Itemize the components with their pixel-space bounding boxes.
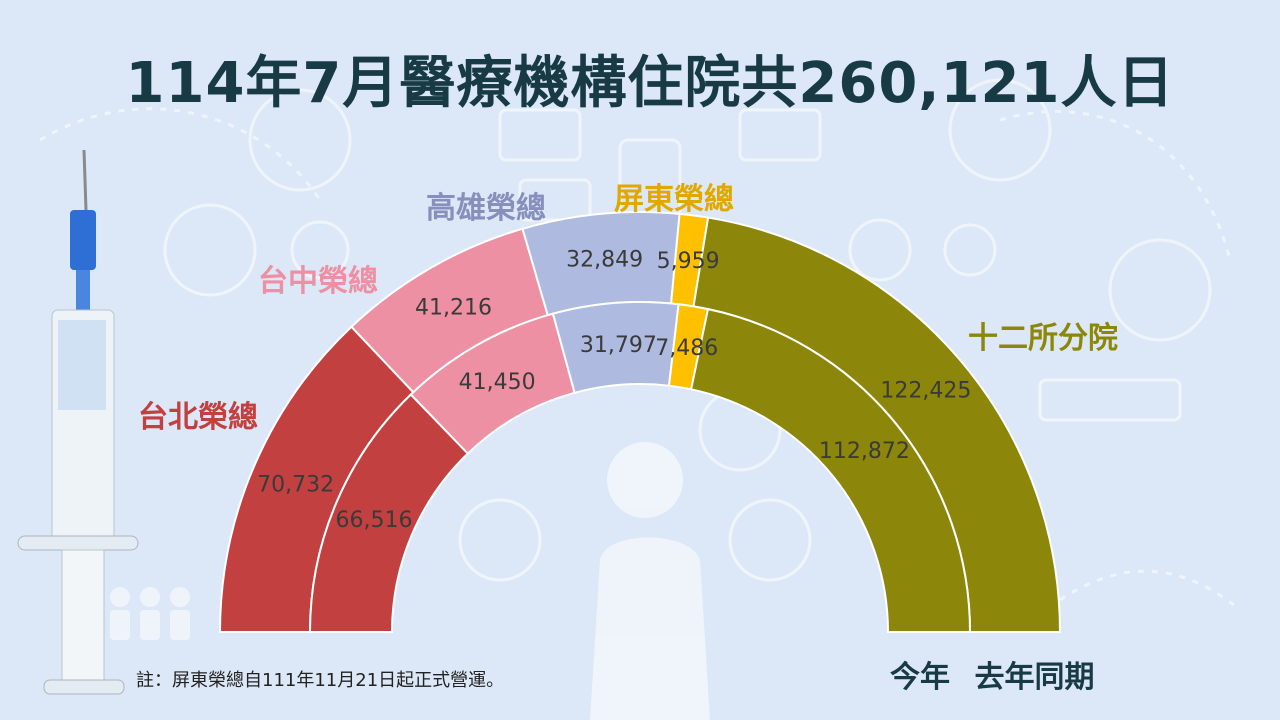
arc-inner-branches — [689, 307, 972, 633]
legend-outer-ring: 今年 — [890, 660, 950, 695]
category-label-taipei: 台北榮總 — [138, 400, 258, 435]
value-label-inner-kaohsiung: 31,797 — [580, 333, 657, 358]
needle-hub-icon — [70, 210, 96, 270]
value-label-outer-kaohsiung: 32,849 — [566, 248, 643, 273]
value-label-outer-taipei: 70,732 — [257, 473, 334, 498]
value-label-inner-taichung: 41,450 — [459, 370, 536, 395]
category-label-kaohsiung: 高雄榮總 — [426, 191, 546, 226]
value-label-inner-pingtung: 7,486 — [655, 336, 718, 361]
syringe-illustration — [17, 149, 139, 695]
value-label-outer-pingtung: 5,959 — [657, 249, 720, 274]
value-label-outer-branches: 122,425 — [880, 378, 971, 403]
value-label-inner-taipei: 66,516 — [336, 508, 413, 533]
footnote: 註：屏東榮總自111年11月21日起正式營運。 — [136, 670, 505, 691]
category-label-branches: 十二所分院 — [968, 321, 1118, 356]
category-label-taichung: 台中榮總 — [258, 264, 378, 299]
category-label-pingtung: 屏東榮總 — [614, 182, 734, 217]
legend-inner-ring: 去年同期 — [974, 660, 1095, 695]
page-title: 114年7月醫療機構住院共260,121人日 — [125, 51, 1175, 116]
ring-legend: 今年 去年同期 — [890, 652, 1108, 696]
value-label-inner-branches: 112,872 — [819, 439, 910, 464]
value-label-outer-taichung: 41,216 — [415, 296, 492, 321]
